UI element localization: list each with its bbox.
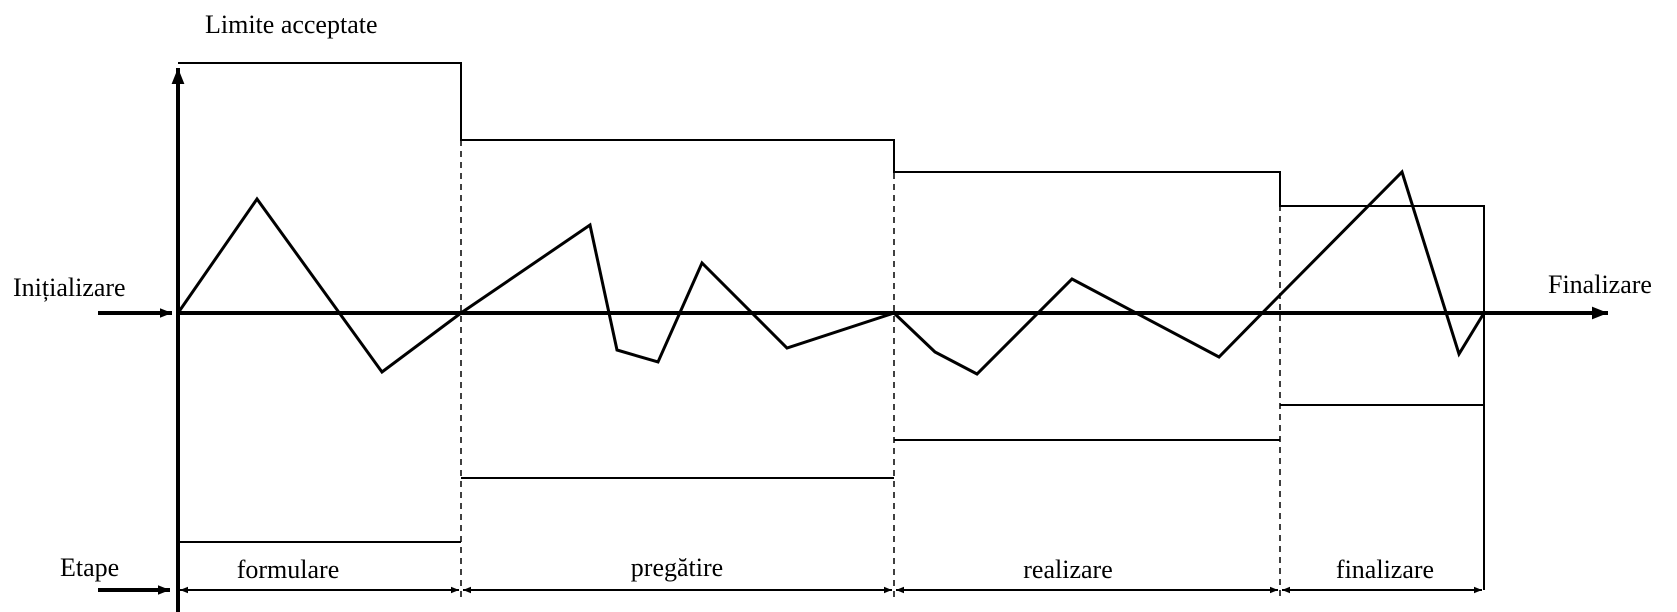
stage-label-realizare: realizare [1023, 555, 1112, 584]
stage-label-formulare: formulare [237, 555, 340, 584]
end-label: Finalizare [1548, 270, 1652, 299]
upper-limit-line [178, 62, 1485, 590]
y-axis-label: Limite acceptate [205, 10, 378, 39]
start-label: Inițializare [13, 273, 126, 302]
stage-label-finalizare: finalizare [1336, 555, 1434, 584]
stages-axis-label: Etape [60, 553, 119, 582]
deviation-line [176, 169, 1486, 376]
stage-label-pregatire: pregătire [631, 553, 723, 582]
